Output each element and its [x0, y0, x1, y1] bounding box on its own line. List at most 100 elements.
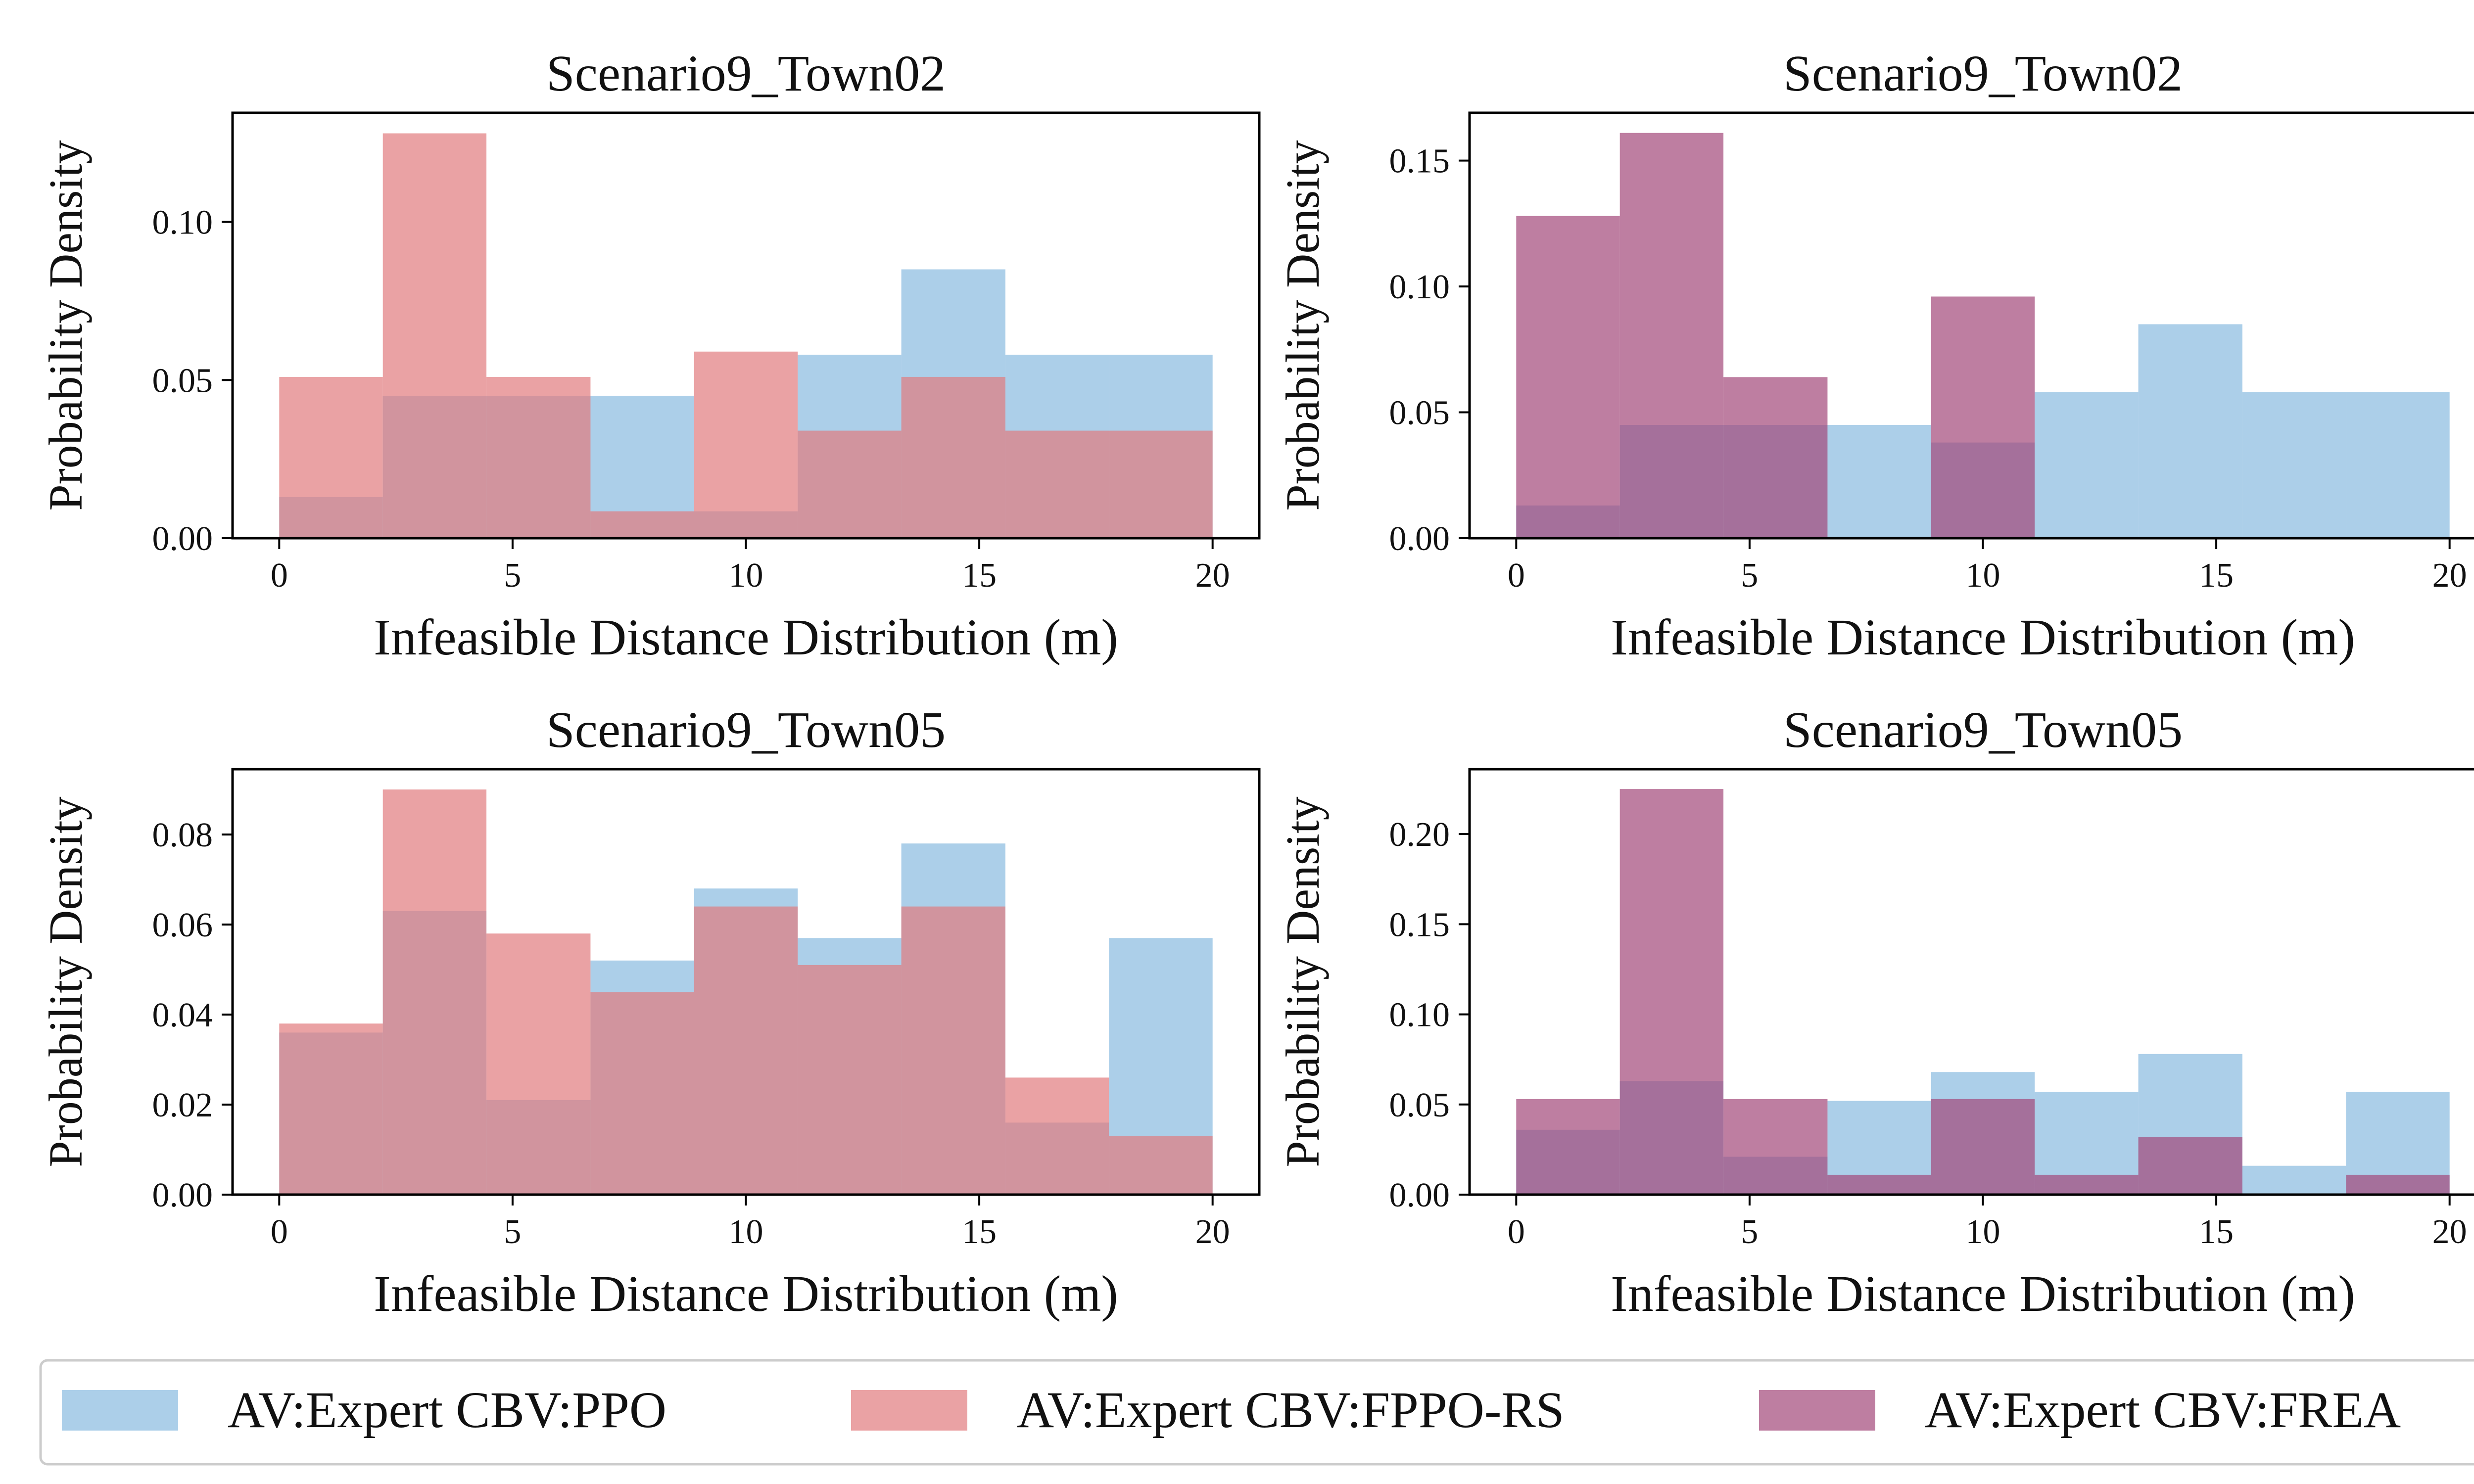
- x-tick-label: 0: [1508, 1213, 1525, 1251]
- legend: AV:Expert CBV:PPO AV:Expert CBV:FPPO-RS AV…: [39, 1359, 2474, 1466]
- x-tick-label: 0: [271, 556, 288, 595]
- bar-ppo-bin-8: [2242, 1165, 2346, 1195]
- bar-ppo-bin-7: [2138, 324, 2242, 538]
- y-axis-label: Probability Density: [1276, 796, 1329, 1167]
- legend-label-frea: AV:Expert CBV:FREA: [1925, 1382, 2401, 1438]
- subplot-title: Scenario9_Town02: [1783, 45, 2183, 102]
- bar-fppo_rs-bin-6: [798, 430, 902, 538]
- bar-fppo_rs-bin-4: [590, 511, 694, 538]
- y-tick-label: 0.00: [152, 1176, 213, 1214]
- y-axis-label: Probability Density: [1276, 140, 1329, 510]
- bar-fppo_rs-bin-2: [382, 133, 487, 538]
- bar-frea-bin-9: [2346, 1174, 2450, 1195]
- y-tick-label: 0.15: [1389, 906, 1450, 944]
- bar-ppo-bin-8: [2242, 392, 2346, 538]
- subplot-3: 0 5 10 15 20 0.00 0.02 0.04 0.06 0.08 Scenario9_To…: [39, 701, 1261, 1322]
- bar-fppo_rs-bin-9: [1109, 430, 1213, 538]
- x-tick-label: 20: [2432, 1213, 2467, 1251]
- y-tick-label: 0.00: [1389, 1176, 1450, 1214]
- bar-frea-bin-2: [1619, 789, 1724, 1195]
- y-tick-label: 0.06: [152, 906, 213, 944]
- x-tick-label: 10: [729, 556, 763, 595]
- bar-fppo_rs-bin-4: [590, 992, 694, 1195]
- bar-frea-bin-3: [1723, 377, 1828, 538]
- x-tick-label: 15: [962, 1213, 997, 1251]
- y-tick-label: 0.10: [1389, 996, 1450, 1034]
- legend-swatch-ppo: [62, 1390, 178, 1431]
- y-tick-label: 0.02: [152, 1086, 213, 1124]
- x-tick-label: 5: [1741, 556, 1758, 595]
- legend-swatch-frea: [1759, 1390, 1875, 1431]
- x-tick-label: 10: [1966, 1213, 2000, 1251]
- legend-entry-frea: AV:Expert CBV:FREA: [1759, 1382, 2401, 1438]
- x-axis-label: Infeasible Distance Distribution (m): [374, 1265, 1118, 1322]
- histogram-bars: [1516, 133, 2450, 538]
- bar-fppo_rs-bin-7: [901, 376, 1005, 538]
- legend-box: [39, 1359, 2474, 1466]
- x-tick-label: 20: [2432, 556, 2467, 595]
- bar-fppo_rs-bin-3: [486, 376, 591, 538]
- x-tick-label: 10: [1966, 556, 2000, 595]
- bar-fppo_rs-bin-1: [279, 376, 383, 538]
- bar-frea-bin-5: [1931, 1099, 2035, 1195]
- x-tick-label: 0: [271, 1213, 288, 1251]
- legend-label-fppo_rs: AV:Expert CBV:FPPO-RS: [1017, 1382, 1565, 1438]
- y-tick-label: 0.08: [152, 816, 213, 854]
- y-tick-label: 0.10: [1389, 268, 1450, 306]
- subplot-title: Scenario9_Town05: [1783, 701, 2183, 758]
- y-axis-label: Probability Density: [39, 140, 92, 510]
- bar-frea-bin-7: [2138, 1137, 2242, 1195]
- y-tick-label: 0.05: [152, 362, 213, 400]
- subplot-title: Scenario9_Town02: [546, 45, 946, 102]
- bar-ppo-bin-9: [2346, 392, 2450, 538]
- y-axis-label: Probability Density: [39, 796, 92, 1167]
- bar-fppo_rs-bin-3: [486, 933, 591, 1195]
- bar-fppo_rs-bin-8: [1005, 1077, 1109, 1195]
- legend-entry-ppo: AV:Expert CBV:PPO: [62, 1382, 666, 1438]
- x-tick-label: 5: [504, 556, 521, 595]
- x-axis-label: Infeasible Distance Distribution (m): [1611, 1265, 2355, 1322]
- bar-frea-bin-4: [1827, 1174, 1931, 1195]
- bar-fppo_rs-bin-6: [798, 965, 902, 1195]
- x-axis-label: Infeasible Distance Distribution (m): [1611, 609, 2355, 666]
- x-tick-label: 15: [962, 556, 997, 595]
- y-tick-label: 0.00: [1389, 520, 1450, 558]
- bar-frea-bin-5: [1931, 296, 2035, 538]
- y-tick-label: 0.05: [1389, 394, 1450, 432]
- bar-ppo-bin-4: [1827, 425, 1931, 538]
- x-tick-label: 5: [504, 1213, 521, 1251]
- bar-fppo_rs-bin-9: [1109, 1136, 1213, 1195]
- bar-frea-bin-1: [1516, 216, 1620, 538]
- legend-label-ppo: AV:Expert CBV:PPO: [228, 1382, 666, 1438]
- bar-frea-bin-3: [1723, 1099, 1828, 1195]
- bar-frea-bin-6: [2035, 1174, 2139, 1195]
- histogram-bars: [1516, 789, 2450, 1195]
- bar-fppo_rs-bin-5: [694, 906, 798, 1195]
- x-tick-label: 15: [2199, 1213, 2234, 1251]
- subplot-grid: 0 5 10 15 20 0.00 0.05 0.10 Scenario9_Town02 Infe…: [39, 45, 2474, 1322]
- subplot-2: 0 5 10 15 20 0.00 0.05 0.10 0.15 Scenario9_Town02…: [1276, 45, 2474, 666]
- x-tick-label: 20: [1195, 1213, 1230, 1251]
- bar-fppo_rs-bin-5: [694, 351, 798, 538]
- bar-ppo-bin-6: [2035, 392, 2139, 538]
- x-tick-label: 5: [1741, 1213, 1758, 1251]
- bar-fppo_rs-bin-7: [901, 906, 1005, 1195]
- subplot-4: 0 5 10 15 20 0.00 0.05 0.10 0.15 0.20 Scenario9_To…: [1276, 701, 2474, 1322]
- bar-fppo_rs-bin-8: [1005, 430, 1109, 538]
- legend-swatch-fppo_rs: [851, 1390, 967, 1431]
- x-axis-label: Infeasible Distance Distribution (m): [374, 609, 1118, 666]
- x-tick-label: 15: [2199, 556, 2234, 595]
- bar-frea-bin-1: [1516, 1099, 1620, 1195]
- legend-entry-fppo_rs: AV:Expert CBV:FPPO-RS: [851, 1382, 1565, 1438]
- y-tick-label: 0.20: [1389, 816, 1450, 854]
- y-tick-label: 0.05: [1389, 1086, 1450, 1124]
- y-tick-label: 0.04: [152, 996, 213, 1034]
- x-tick-label: 10: [729, 1213, 763, 1251]
- x-tick-label: 20: [1195, 556, 1230, 595]
- y-tick-label: 0.10: [152, 204, 213, 242]
- histogram-bars: [279, 789, 1213, 1195]
- bar-fppo_rs-bin-2: [382, 789, 487, 1195]
- histogram-bars: [279, 133, 1213, 538]
- bar-fppo_rs-bin-1: [279, 1023, 383, 1195]
